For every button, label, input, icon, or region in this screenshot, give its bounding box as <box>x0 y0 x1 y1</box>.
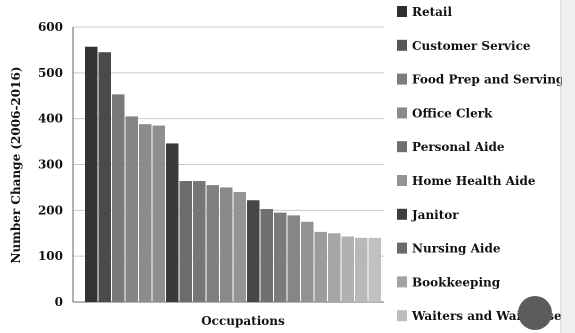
bar <box>233 192 246 302</box>
legend-label: Janitor <box>411 208 459 222</box>
bar <box>166 143 179 302</box>
legend-swatch <box>397 107 407 119</box>
bar <box>220 187 233 302</box>
bar <box>193 181 206 302</box>
y-tick-label: 100 <box>38 249 63 263</box>
legend-label: Customer Service <box>412 39 531 53</box>
y-tick-label: 400 <box>38 112 63 126</box>
bar <box>341 236 354 302</box>
axes: 0 100 200 300 400 500 600 <box>38 20 384 309</box>
bar <box>328 233 341 302</box>
legend-swatch <box>397 73 407 85</box>
bar <box>85 46 98 303</box>
bar <box>287 215 300 303</box>
bar <box>98 52 111 303</box>
legend-swatch <box>397 310 407 322</box>
y-tick-label: 0 <box>55 295 63 309</box>
bar <box>179 181 192 302</box>
y-tick-label: 200 <box>38 203 63 217</box>
legend-label: Bookkeeping <box>412 275 501 289</box>
bar <box>355 237 368 302</box>
y-tick-label: 600 <box>38 20 63 34</box>
bars <box>85 46 381 303</box>
bar <box>314 231 327 303</box>
x-axis-title: Occupations <box>201 314 285 328</box>
legend-swatch <box>397 208 407 220</box>
bar <box>152 125 165 302</box>
page-edge-strip <box>562 0 575 333</box>
bar <box>112 94 125 303</box>
legend-label: Retail <box>412 5 452 19</box>
bar <box>125 116 138 303</box>
legend-swatch <box>397 6 407 17</box>
legend-label: Office Clerk <box>412 106 493 120</box>
legend-swatch <box>397 175 407 186</box>
cursor-circle-icon <box>518 296 552 330</box>
legend-swatch <box>397 242 407 254</box>
legend-label: Food Prep and Serving <box>412 73 565 87</box>
legend-swatch <box>397 141 407 153</box>
bar <box>301 221 314 302</box>
legend-label: Nursing Aide <box>412 242 501 256</box>
legend-label: Home Health Aide <box>412 174 536 188</box>
legend-swatch <box>397 276 407 288</box>
bar <box>139 124 152 302</box>
y-axis-title: Number Change (2006-2016) <box>9 66 23 263</box>
bar <box>247 200 260 302</box>
y-tick-label: 500 <box>38 66 63 80</box>
bar <box>368 237 381 302</box>
bar <box>274 212 287 303</box>
bar <box>206 185 219 303</box>
y-tick-label: 300 <box>38 158 63 172</box>
bar <box>260 208 273 302</box>
legend-label: Personal Aide <box>412 140 505 154</box>
legend-swatch <box>397 39 407 51</box>
